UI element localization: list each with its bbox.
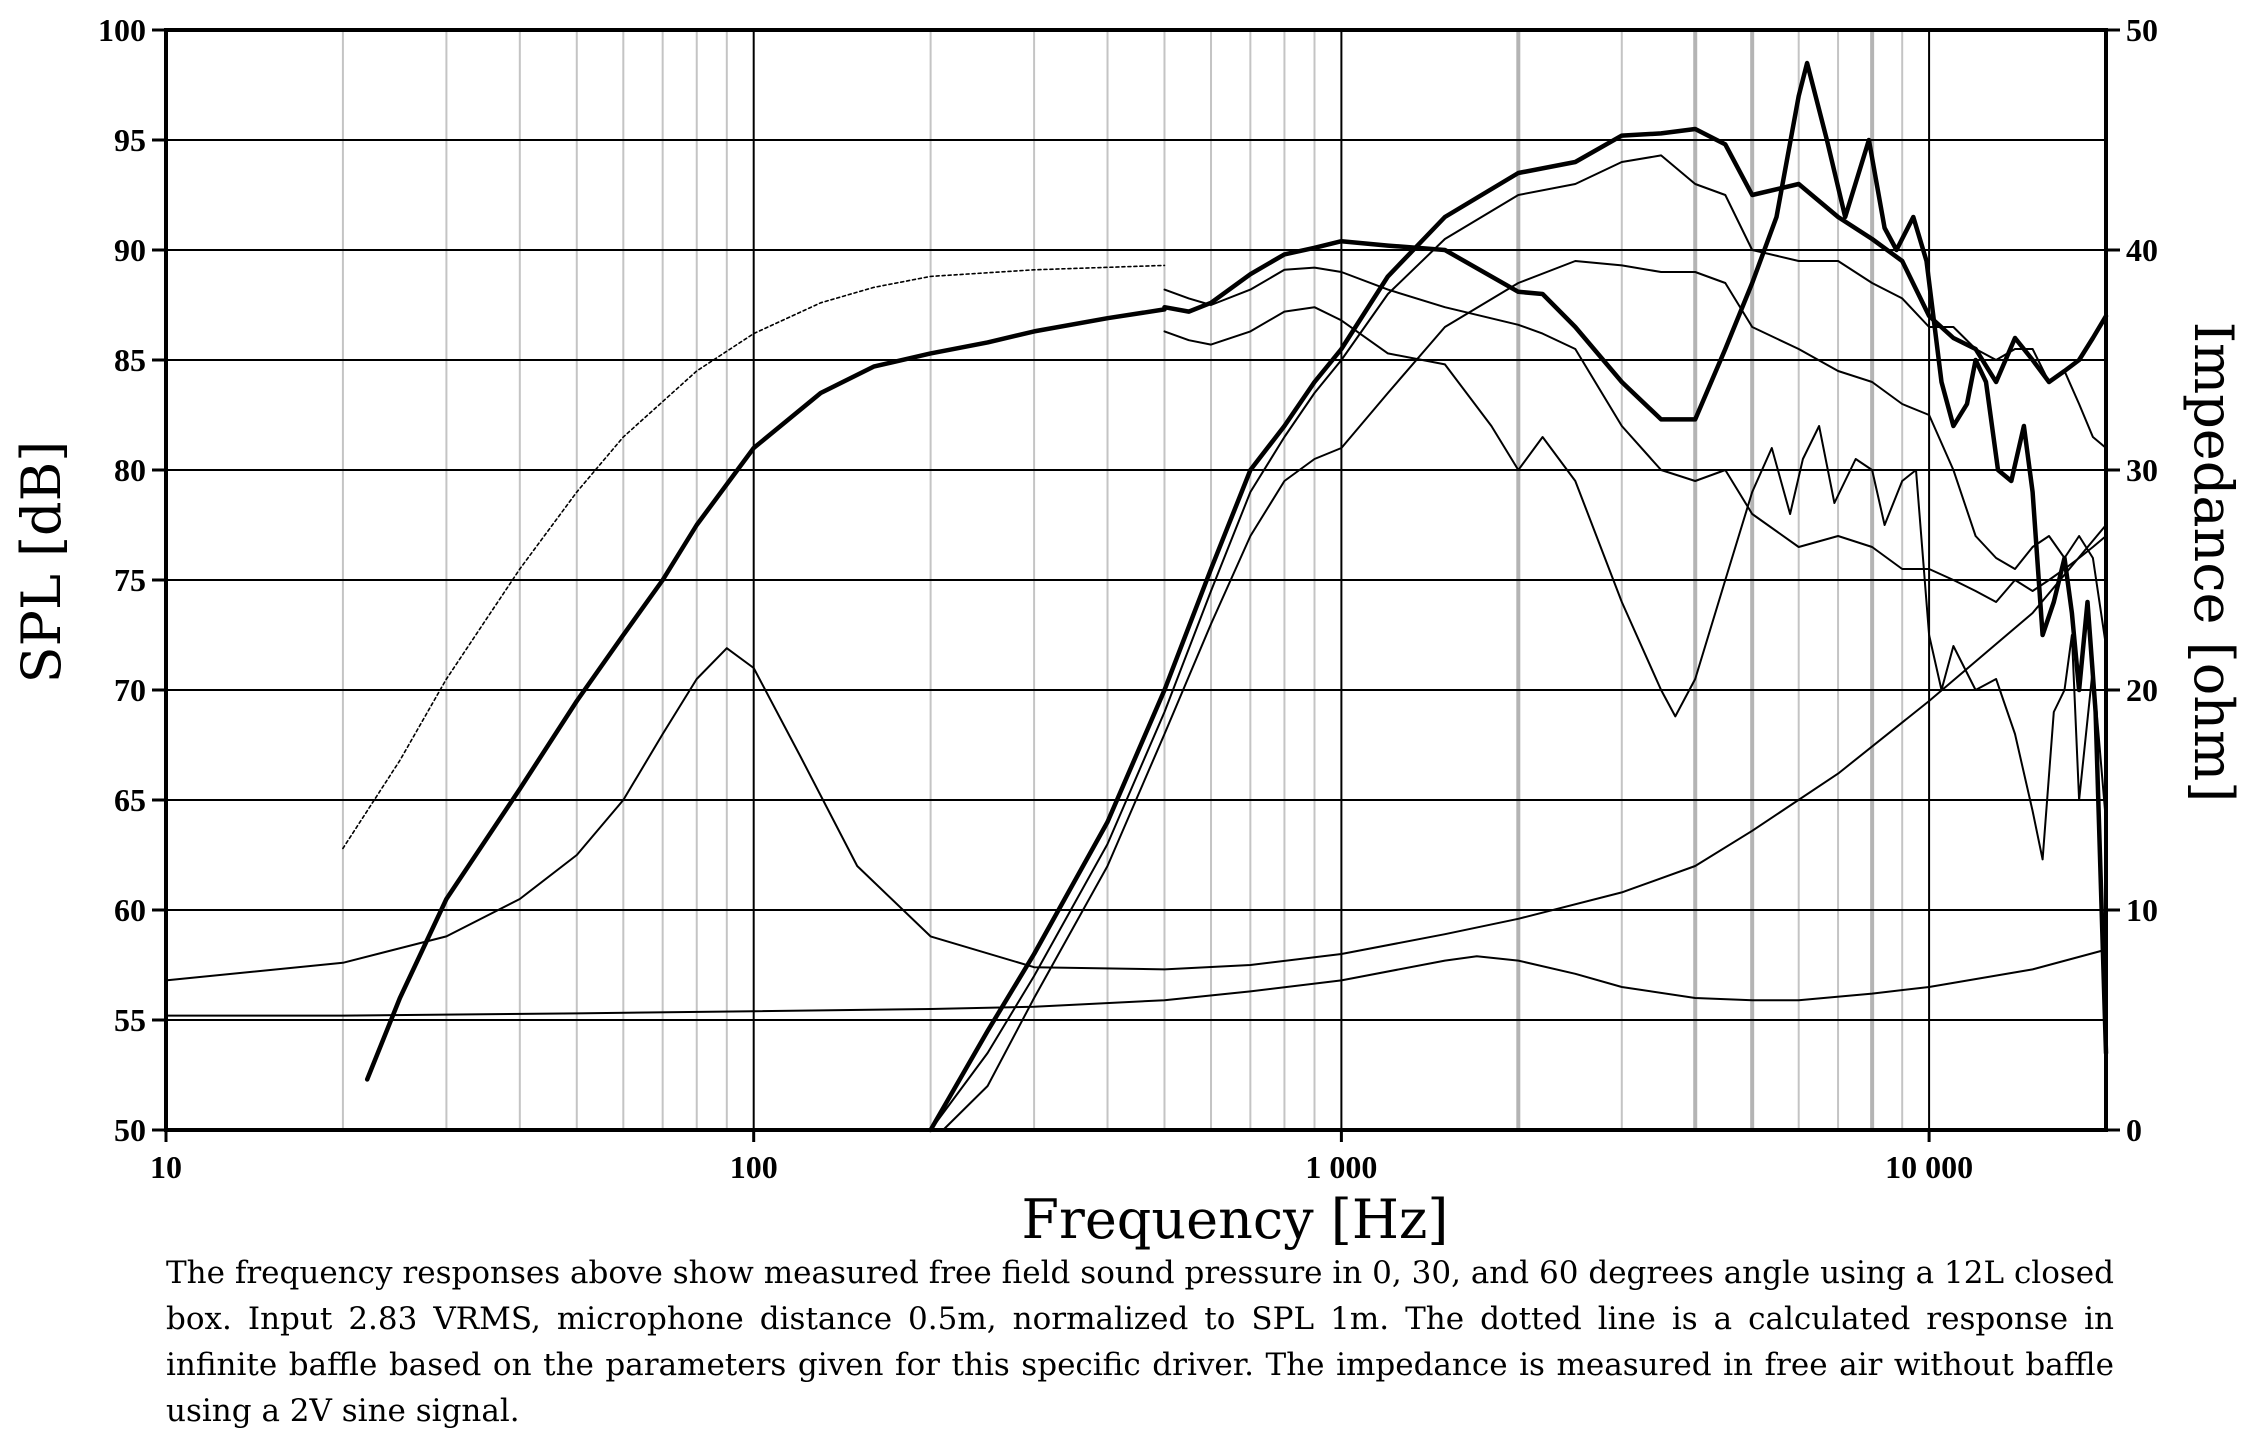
y2-tick-label: 20 — [2126, 672, 2158, 708]
series-line-8 — [1163, 306, 2107, 861]
y-tick-label: 65 — [114, 782, 146, 818]
y2-tick-label: 40 — [2126, 232, 2158, 268]
y-tick-label: 95 — [114, 122, 146, 158]
series-line-9 — [165, 524, 2107, 982]
series-layer — [165, 60, 2109, 1133]
y-tick-label: 55 — [114, 1002, 146, 1038]
y2-tick-label: 30 — [2126, 452, 2158, 488]
y-tick-label: 50 — [114, 1112, 146, 1148]
series-line-3 — [1162, 60, 2109, 1056]
y2-tick-label: 50 — [2126, 12, 2158, 48]
y-tick-label: 75 — [114, 562, 146, 598]
y2-axis-label: Impedance [ohm] — [2182, 322, 2245, 803]
y-tick-label: 100 — [98, 12, 146, 48]
y-tick-label: 85 — [114, 342, 146, 378]
y-tick-label: 80 — [114, 452, 146, 488]
y-tick-label: 70 — [114, 672, 146, 708]
series-line-7 — [1163, 266, 2107, 603]
x-axis-label: Frequency [Hz] — [1022, 1188, 1449, 1250]
y2-tick-label: 10 — [2126, 892, 2158, 928]
x-tick-label: 10 — [150, 1149, 182, 1185]
series-line-2 — [364, 307, 1167, 1082]
figure-caption: The frequency responses above show measu… — [166, 1255, 2114, 1429]
series-line-6 — [942, 260, 2107, 1131]
series-line-10 — [165, 948, 2107, 1017]
x-tick-label: 100 — [730, 1149, 778, 1185]
y-axis-label: SPL [dB] — [10, 441, 73, 684]
y-tick-label: 90 — [114, 232, 146, 268]
y-tick-label: 60 — [114, 892, 146, 928]
x-tick-label: 10 000 — [1885, 1149, 1973, 1185]
series-line-1 — [342, 264, 1166, 850]
y2-tick-label: 0 — [2126, 1112, 2142, 1148]
x-tick-label: 1 000 — [1305, 1149, 1377, 1185]
series-line-5 — [929, 154, 2107, 1131]
